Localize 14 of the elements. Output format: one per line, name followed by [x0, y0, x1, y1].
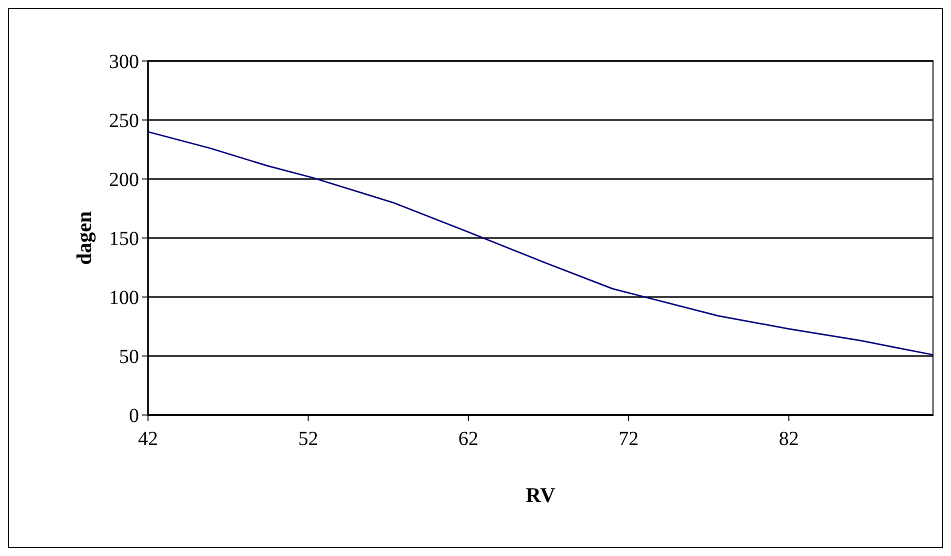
- y-tick-label: 200: [109, 169, 139, 191]
- x-tick-label: 42: [138, 428, 158, 450]
- y-axis-title: dagen: [72, 210, 96, 265]
- y-tick-label: 100: [109, 287, 139, 309]
- x-tick-label: 72: [618, 428, 639, 450]
- y-tick-label: 300: [109, 51, 139, 73]
- y-tick-label: 0: [129, 405, 139, 427]
- x-tick-label: 62: [458, 428, 478, 450]
- y-tick-label: 150: [109, 228, 139, 250]
- x-tick-label: 52: [298, 428, 318, 450]
- y-tick-label: 50: [119, 346, 139, 368]
- y-tick-label: 250: [109, 110, 139, 132]
- x-tick-label: 82: [778, 428, 799, 450]
- x-axis-title: RV: [526, 483, 556, 507]
